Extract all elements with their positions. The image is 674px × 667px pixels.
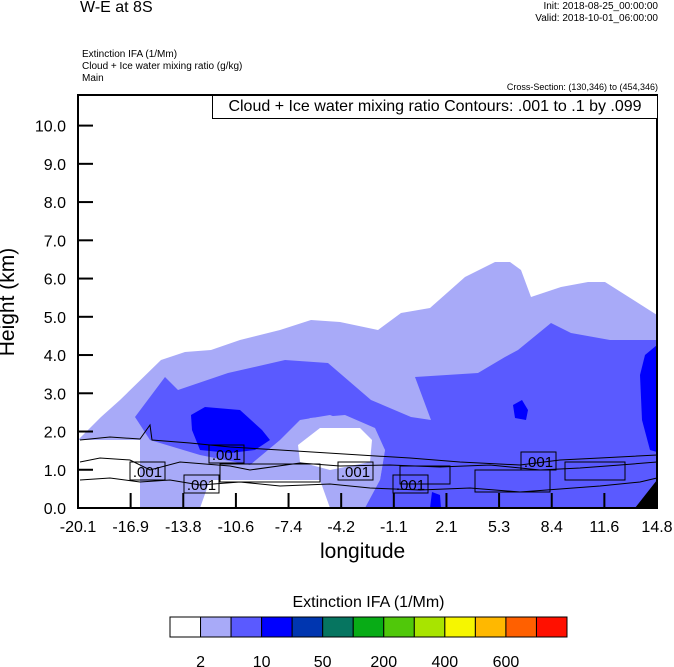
x-tick-label: -4.2 [327, 519, 355, 536]
colorbar-label: 10 [253, 654, 271, 667]
x-tick-label: -20.1 [60, 519, 97, 536]
contour-label-box [129, 461, 166, 481]
init-time: Init: 2018-08-25_00:00:00 [543, 1, 658, 12]
y-tick-label: 0.0 [44, 501, 66, 518]
y-tick-label: 3.0 [44, 386, 66, 403]
colorbar-swatch [383, 616, 415, 638]
contour-label: .001 [341, 464, 370, 481]
contour-label-box [520, 451, 557, 471]
colorbar-swatch [413, 616, 446, 638]
x-tick-label: 14.8 [641, 519, 672, 536]
x-tick-label: 2.1 [435, 519, 457, 536]
contour-labels: .001 .001 .001 .001 .001 .001 [129, 444, 557, 494]
y-axis-label: Height (km) [0, 247, 19, 357]
contour-label: .001 [524, 454, 553, 471]
x-tick-label: -16.9 [112, 519, 149, 536]
contour-label: .001 [212, 447, 241, 464]
axes: 0.01.02.03.04.05.06.07.08.09.010.0-20.1-… [35, 119, 673, 536]
x-axis-label: longitude [320, 540, 406, 563]
x-tick-label: 11.6 [589, 519, 619, 536]
colorbar-label: 400 [431, 654, 458, 667]
colorbar-swatch [322, 616, 354, 638]
contour-line [79, 477, 658, 493]
colorbar-swatch [230, 616, 263, 638]
contour-box [474, 469, 551, 493]
y-tick-label: 7.0 [44, 233, 66, 250]
colorbar-label: 50 [314, 654, 332, 667]
chart-title: W-E at 8S [80, 0, 153, 16]
y-tick-label: 10.0 [35, 119, 66, 136]
colorbar-swatch [169, 616, 202, 638]
colorbar-swatch [474, 616, 507, 638]
y-tick-label: 1.0 [44, 463, 66, 480]
contour-box [219, 463, 321, 483]
shade-level-3-right [640, 345, 657, 452]
colorbar-title: Extinction IFA (1/Mm) [292, 594, 445, 611]
contour-label-box [208, 444, 245, 464]
contour-label: .001 [187, 477, 216, 494]
cross-section-label: Cross-Section: (130,346) to (454,346) [506, 82, 658, 92]
shade-level-2 [135, 323, 657, 508]
shade-level-3-bottom [430, 492, 441, 508]
field-label-mixing-ratio: Cloud + Ice water mixing ratio (g/kg) [82, 61, 243, 72]
shade-level-3-small [513, 400, 528, 420]
plot-frame [77, 94, 658, 509]
y-tick-label: 4.0 [44, 348, 66, 365]
colorbar-label: 200 [370, 654, 397, 667]
valid-time: Valid: 2018-10-01_06:00:00 [535, 13, 658, 24]
contour-label-box [337, 461, 374, 481]
x-tick-label: -10.6 [218, 519, 255, 536]
colorbar-label: 600 [493, 654, 520, 667]
colorbar: 2 10 50 200 400 600 [169, 616, 568, 667]
x-tick-label: 5.3 [488, 519, 510, 536]
colorbar-swatch [261, 616, 293, 638]
colorbar-swatch [535, 616, 568, 638]
contour-box [564, 461, 626, 481]
contour-label: .001 [396, 477, 425, 494]
shade-black-corner [635, 480, 657, 508]
x-tick-label: -1.1 [380, 519, 408, 536]
x-tick-label: 8.4 [541, 519, 563, 536]
contour-line [79, 423, 658, 466]
contour-info-box: Cloud + Ice water mixing ratio Contours:… [212, 96, 657, 119]
contour-label-box [183, 474, 220, 494]
colorbar-swatch [352, 616, 385, 638]
shade-white-core [298, 428, 372, 470]
y-tick-label: 6.0 [44, 272, 66, 289]
y-tick-label: 5.0 [44, 310, 66, 327]
shade-level-3-blob [191, 407, 270, 453]
colorbar-swatch [200, 616, 232, 638]
y-tick-label: 9.0 [44, 157, 66, 174]
field-label-extinction: Extinction IFA (1/Mm) [82, 49, 178, 60]
colorbar-swatch [444, 616, 476, 638]
colorbar-swatch [291, 616, 324, 638]
x-tick-label: -7.4 [275, 519, 303, 536]
contour-label: .001 [133, 464, 162, 481]
x-tick-label: -13.8 [165, 519, 202, 536]
colorbar-label: 2 [196, 654, 205, 667]
y-tick-label: 2.0 [44, 425, 66, 442]
colorbar-swatch [505, 616, 537, 638]
y-tick-label: 8.0 [44, 195, 66, 212]
field-label-main: Main [82, 73, 104, 84]
contour-label-box [392, 474, 429, 494]
